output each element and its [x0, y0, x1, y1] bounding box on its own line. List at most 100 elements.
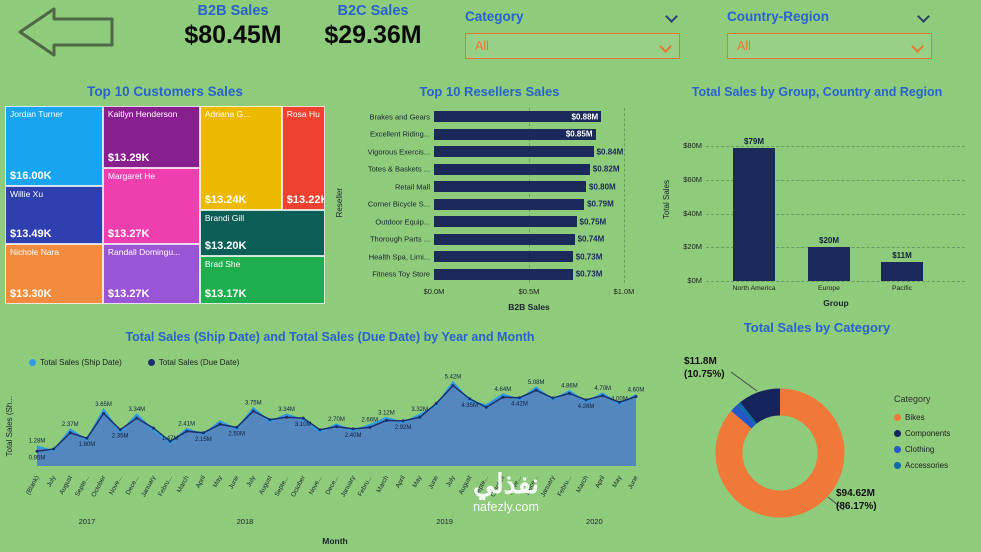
due-marker	[351, 427, 355, 431]
bar-value-label: $0.74M	[577, 234, 605, 244]
chart-text: March	[176, 474, 191, 494]
chart-text: Febru...	[357, 474, 374, 497]
tile-name: Adriana G...	[204, 109, 251, 119]
treemap-tile[interactable]: Adriana G... $13.24K	[199, 106, 282, 210]
column-bar[interactable]	[733, 147, 775, 281]
treemap-tile[interactable]: Brandi Gill $13.20K	[199, 209, 325, 257]
chart-text: June	[228, 474, 241, 490]
category-dropdown[interactable]: All	[465, 33, 680, 59]
reseller-name: Retail Mall	[394, 182, 430, 192]
chart-text: 3.75M	[245, 401, 262, 407]
panel-group-sales: $0M $20M $40M $60M $80M $79M North America $20M…	[658, 84, 976, 326]
chart-text: June	[427, 474, 440, 490]
reseller-name: Vigorous Exercis...	[367, 147, 430, 157]
legend-dot-icon	[29, 359, 36, 366]
chart-text: Nove...	[507, 474, 523, 496]
chart-text: 5.08M	[528, 380, 545, 386]
due-marker	[335, 425, 338, 429]
chart-text: 3.34M	[278, 407, 295, 413]
chart-title: Top 10 Resellers Sales	[419, 84, 560, 99]
treemap-tile[interactable]: Jordan Turner $16.00K	[5, 106, 103, 186]
axis-tick: $0.5M	[518, 287, 540, 296]
treemap-tile[interactable]: Randall Domingu... $13.27K	[102, 244, 200, 304]
due-marker	[434, 401, 438, 405]
reseller-bar[interactable]: $0.88M	[434, 111, 602, 123]
chart-text: 3.12M	[378, 410, 395, 416]
column-bar[interactable]	[881, 262, 923, 281]
chart-text: 2020	[586, 517, 603, 526]
tile-name: Kaitlyn Henderson	[107, 109, 178, 119]
y-axis-label: Total Sales	[662, 180, 671, 220]
reseller-name: Outdoor Equip...	[375, 217, 430, 227]
reseller-bar[interactable]: $0.85M	[434, 128, 596, 140]
chart-text: June	[627, 474, 640, 490]
reseller-bar[interactable]	[434, 251, 573, 263]
treemap-tile[interactable]: Kaitlyn Henderson $13.29K	[102, 106, 200, 168]
chart-text: 3.34M	[128, 407, 145, 413]
legend-label: Components	[905, 428, 951, 438]
metric-label: B2B Sales	[197, 3, 269, 19]
donut-svg-wrap	[695, 368, 865, 538]
due-marker	[218, 422, 222, 426]
bar-value-label: $20M	[818, 236, 840, 246]
chevron-down-icon	[911, 39, 924, 53]
chart-text: 4.28M	[578, 404, 595, 410]
legend-item[interactable]: Total Sales (Due Date)	[147, 358, 239, 367]
legend-item[interactable]: Total Sales (Ship Date)	[29, 358, 122, 367]
reseller-bar[interactable]	[434, 198, 585, 210]
due-marker	[634, 395, 638, 398]
bar-value-label: $0.80M	[589, 182, 616, 192]
reseller-name: Totes & Baskets ...	[367, 164, 430, 174]
legend-item[interactable]: Clothing	[894, 441, 950, 457]
chart-text: 3.65M	[95, 402, 112, 408]
x-axis-label: B2B Sales	[508, 302, 550, 312]
chevron-down-icon[interactable]	[665, 10, 678, 23]
chart-title: Total Sales (Ship Date) and Total Sales …	[125, 330, 535, 344]
column-bar[interactable]	[808, 247, 850, 281]
chart-title: Total Sales by Category	[743, 320, 891, 335]
panel-top-customers: Top 10 Customers Sales Jordan Turner $16.…	[5, 84, 325, 310]
due-marker	[584, 398, 588, 402]
ship-date-line[interactable]	[36, 380, 637, 453]
gridline	[706, 179, 965, 181]
legend-item[interactable]: Components	[894, 425, 950, 441]
category-label: North America	[732, 285, 776, 292]
tile-value: $13.27K	[107, 228, 150, 240]
chart-title: Total Sales by Group, Country and Region	[691, 85, 943, 99]
reseller-bar[interactable]	[434, 146, 594, 158]
treemap-tile[interactable]: Brad She $13.17K	[199, 256, 325, 304]
chevron-down-icon[interactable]	[917, 10, 930, 23]
back-button[interactable]	[14, 6, 118, 60]
treemap-tile[interactable]: Nichole Nara $13.30K	[5, 244, 103, 304]
chart-text: 2018	[237, 517, 254, 526]
reseller-bar[interactable]	[434, 163, 590, 175]
reseller-row: $0.74M Thorough Parts ...	[337, 231, 642, 249]
due-marker	[235, 425, 239, 429]
filter-country-region: Country-Region All	[727, 8, 932, 64]
reseller-bar[interactable]	[434, 216, 577, 228]
chart-text: Febru...	[557, 474, 574, 497]
filter-label: Country-Region	[727, 9, 829, 24]
bar-value-label: $0.82M	[592, 164, 620, 174]
donut-slice-components[interactable]	[715, 388, 845, 518]
reseller-row: $0.75M Outdoor Equip...	[337, 213, 642, 231]
chart-text: May	[212, 474, 224, 489]
reseller-bar[interactable]	[434, 268, 573, 280]
treemap-tile[interactable]: Willie Xu $13.49K	[5, 185, 103, 244]
treemap-tile[interactable]: Margaret He $13.27K	[102, 167, 200, 244]
reseller-bar[interactable]	[434, 233, 575, 245]
y-axis-label: Total Sales (Sh...	[5, 396, 14, 457]
due-marker	[301, 416, 305, 420]
treemap-tile[interactable]: Rosa Hu $13.22K	[281, 106, 325, 210]
donut-legend: Category Bikes Components Clothing Accessor…	[894, 394, 950, 473]
tile-value: $13.17K	[204, 287, 247, 300]
chart-text: August	[58, 474, 74, 495]
due-marker	[401, 419, 405, 423]
legend-item[interactable]: Accessories	[894, 457, 950, 473]
chart-text: October	[490, 474, 507, 498]
due-marker	[201, 431, 205, 435]
legend-item[interactable]: Bikes	[894, 409, 950, 425]
country-region-dropdown[interactable]: All	[727, 33, 932, 59]
tile-name: Willie Xu	[10, 188, 44, 199]
reseller-bar[interactable]	[434, 181, 586, 193]
